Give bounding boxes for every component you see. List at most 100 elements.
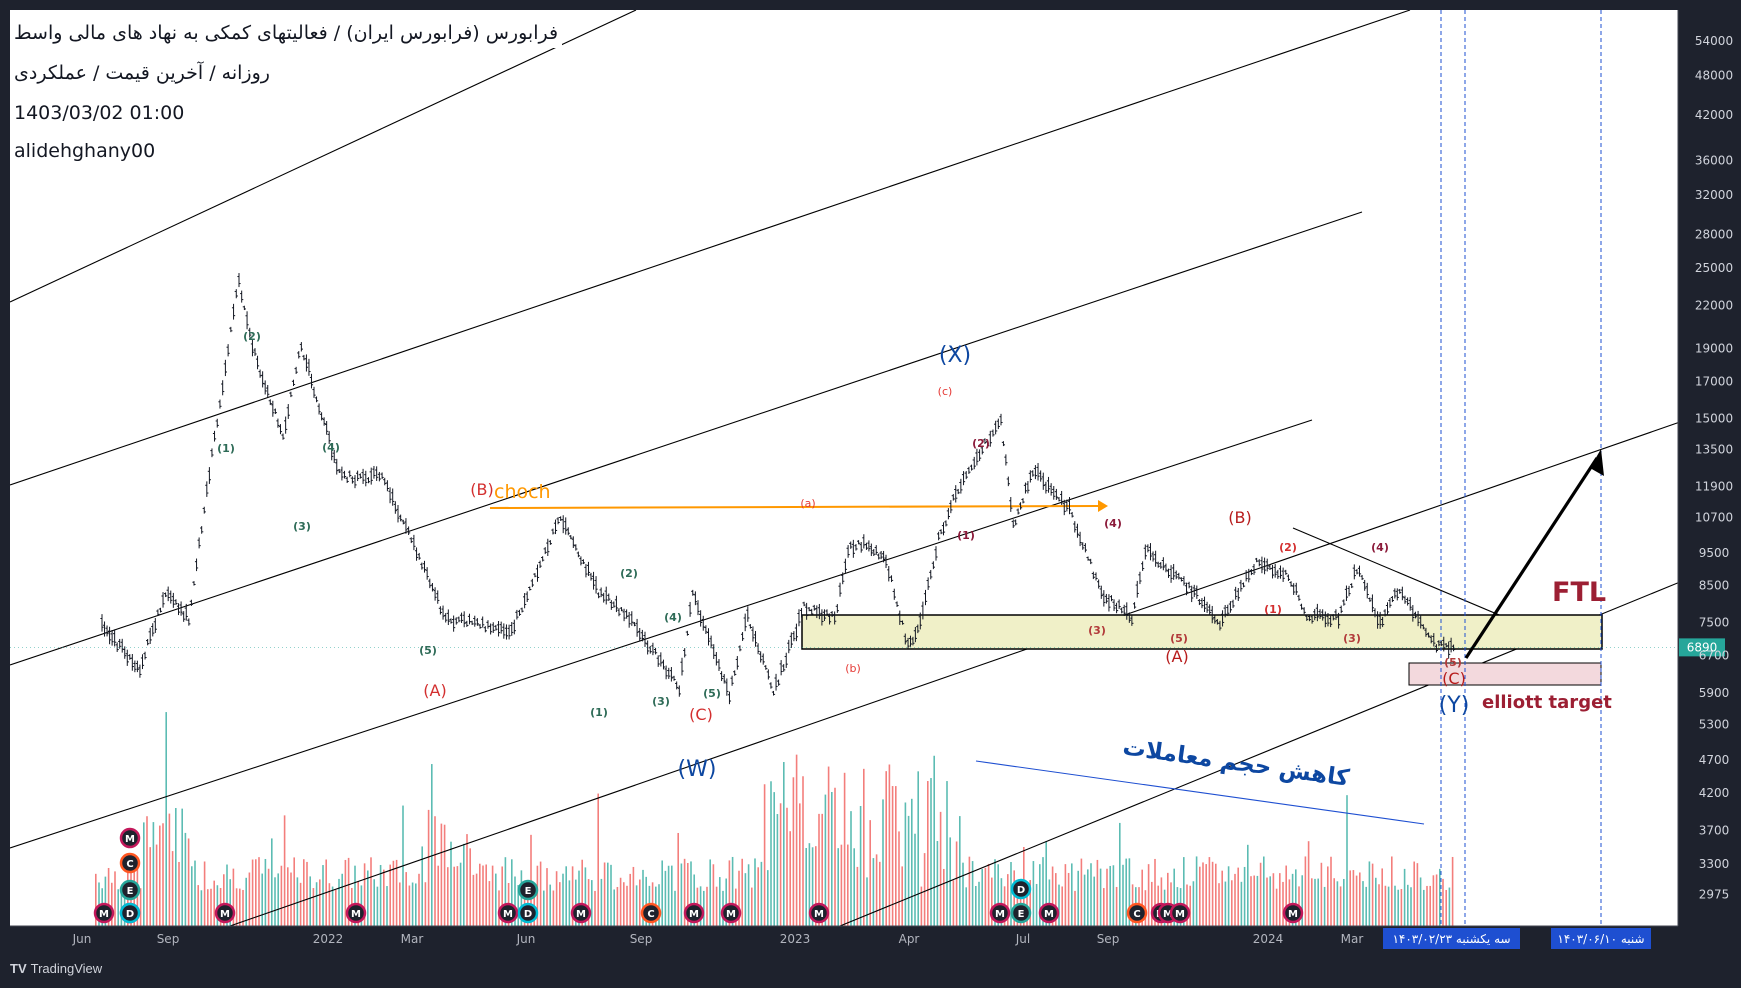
time-highlight-label: سه یکشنبه ۱۴۰۳/۰۲/۲۳ xyxy=(1392,932,1510,946)
author-title: alidehghany00 xyxy=(10,136,160,166)
event-badge: M xyxy=(720,902,742,924)
wave-label-small-c: (c) xyxy=(938,385,953,398)
volume-bar xyxy=(1224,881,1227,926)
time-tick-label: Jul xyxy=(1015,932,1030,946)
volume-trend-line xyxy=(975,760,1425,825)
volume-bar xyxy=(901,866,903,926)
volume-bar xyxy=(632,866,635,926)
event-badge-circle xyxy=(214,902,236,924)
forecast-arrowhead xyxy=(1590,449,1604,476)
volume-bar xyxy=(370,857,372,926)
price-tick-label: 36000 xyxy=(1695,153,1733,167)
volume-bar xyxy=(840,844,843,926)
volume-bar xyxy=(264,858,267,926)
price-tick-label: 32000 xyxy=(1695,188,1733,202)
event-badge-circle xyxy=(119,852,141,874)
volume-bar xyxy=(1205,864,1207,926)
volume-bar xyxy=(271,838,273,926)
volume-bar xyxy=(1208,857,1211,926)
volume-bar xyxy=(1039,864,1041,926)
volume-bar xyxy=(792,777,795,926)
volume-bar xyxy=(107,867,110,926)
volume-bar xyxy=(1269,876,1271,926)
volume-bar xyxy=(1349,870,1351,926)
volume-bar xyxy=(1186,884,1188,926)
price-tick-label: 2975 xyxy=(1699,888,1730,902)
event-badge-circle xyxy=(517,902,539,924)
event-badge-label: E xyxy=(1018,909,1025,920)
volume-bar xyxy=(482,865,484,926)
volume-bar xyxy=(818,813,820,926)
volume-bar xyxy=(1439,868,1441,926)
volume-bar xyxy=(747,864,750,926)
event-badge-label: C xyxy=(1133,909,1140,920)
choch-label: choch xyxy=(494,481,551,503)
volume-bar xyxy=(754,858,756,926)
volume-bar xyxy=(283,815,286,926)
event-badge: M xyxy=(119,827,141,849)
volume-bar xyxy=(216,885,219,926)
volume-bar xyxy=(472,874,475,926)
volume-bar xyxy=(757,867,759,926)
volume-bar xyxy=(555,871,558,926)
wave-num: (5) xyxy=(419,644,437,657)
volume-bar xyxy=(143,822,145,926)
volume-bar xyxy=(1202,862,1204,926)
volume-bar xyxy=(549,884,551,926)
volume-bar xyxy=(936,841,939,926)
volume-bar xyxy=(562,873,564,926)
volume-bar xyxy=(783,762,785,926)
volume-bar xyxy=(1035,883,1038,926)
volume-bar xyxy=(1375,877,1377,926)
price-tick-label: 10700 xyxy=(1695,511,1733,525)
volume-bar xyxy=(1115,886,1118,926)
volume-bar xyxy=(552,890,555,926)
event-badge: M xyxy=(1282,902,1304,924)
volume-bar xyxy=(629,873,631,926)
event-badge-label: D xyxy=(126,909,134,920)
volume-bar xyxy=(306,861,308,926)
ftl-label: FTL xyxy=(1552,577,1606,608)
volume-bar xyxy=(751,887,753,926)
volume-bar xyxy=(1007,874,1009,926)
event-badge: E xyxy=(119,879,141,901)
volume-bar xyxy=(1119,822,1121,926)
wave-num: (3) xyxy=(652,695,670,708)
volume-bar xyxy=(952,880,955,926)
wave-num: (5) xyxy=(703,687,721,700)
tradingview-brand[interactable]: TV TradingView xyxy=(10,961,102,976)
volume-bar xyxy=(536,865,539,926)
volume-bar xyxy=(319,879,321,926)
event-badge: D xyxy=(1010,878,1032,900)
wave-num: (4) xyxy=(1371,541,1389,554)
price-tick-label: 8500 xyxy=(1699,579,1730,593)
volume-bar xyxy=(399,882,401,926)
volume-bar xyxy=(1147,864,1150,926)
volume-bar xyxy=(149,847,151,926)
price-tick-label: 6700 xyxy=(1699,649,1730,663)
volume-bar xyxy=(520,870,523,926)
volume-bar xyxy=(1237,867,1239,926)
price-tick-label: 54000 xyxy=(1695,34,1733,48)
volume-bar xyxy=(584,867,587,926)
volume-bar xyxy=(1282,881,1284,926)
volume-bar xyxy=(853,848,855,926)
event-badge: C xyxy=(640,902,662,924)
volume-bar xyxy=(1071,863,1073,926)
event-badge-circle xyxy=(720,902,742,924)
volume-bar xyxy=(299,882,302,926)
volume-bar xyxy=(1253,875,1255,926)
volume-bar xyxy=(232,868,235,926)
volume-bar xyxy=(1256,875,1259,926)
volume-bar xyxy=(431,764,433,926)
forecast-arrow-line xyxy=(1464,457,1599,659)
wave-num: (3) xyxy=(293,520,311,533)
timeframe-title: روزانه / آخرین قیمت / عملکردی xyxy=(10,58,274,88)
date-title: 1403/03/02 01:00 xyxy=(10,98,189,128)
volume-bar xyxy=(703,890,705,926)
volume-bar xyxy=(392,860,395,926)
volume-bar xyxy=(578,870,580,926)
volume-bar xyxy=(1362,881,1364,926)
volume-bar xyxy=(786,807,788,926)
